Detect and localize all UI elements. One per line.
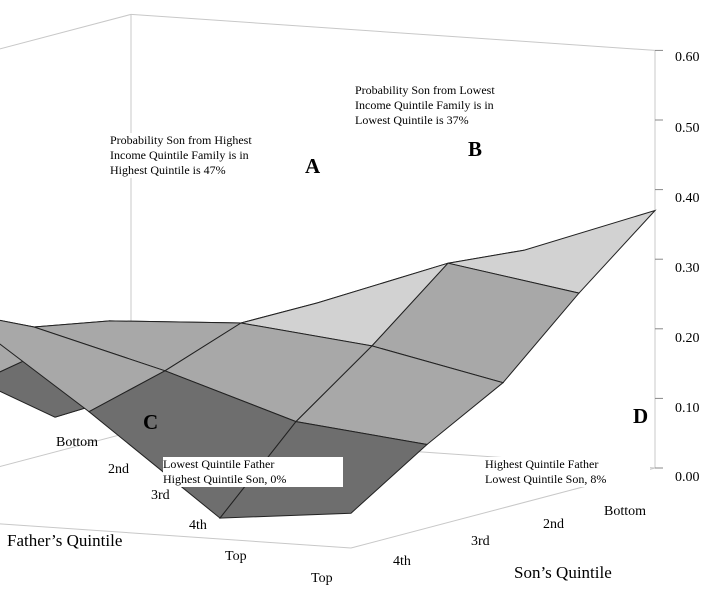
point-label-a: A xyxy=(305,154,321,178)
annotation-b-line: Lowest Quintile is 37% xyxy=(355,113,469,127)
annotation-a: Probability Son from Highest Income Quin… xyxy=(110,133,300,178)
annotation-d: Highest Quintile Father Lowest Quintile … xyxy=(485,457,650,487)
father-tick-label: 4th xyxy=(189,518,207,533)
son-tick-label: Top xyxy=(311,571,333,586)
annotation-a-line: Income Quintile Family is in xyxy=(110,148,249,162)
point-label-d: D xyxy=(633,404,649,428)
father-axis-line xyxy=(0,523,352,549)
z-tick-label: 0.10 xyxy=(675,401,700,416)
z-tick-label: 0.30 xyxy=(675,261,700,276)
annotation-b: Probability Son from Lowest Income Quint… xyxy=(355,83,540,128)
z-tick-label: 0.40 xyxy=(675,191,700,206)
father-tick-label: 2nd xyxy=(108,462,129,477)
father-tick-label: 3rd xyxy=(151,488,170,503)
son-tick-label: 3rd xyxy=(471,534,490,549)
back-wall-edge xyxy=(0,13,132,50)
floor-edge xyxy=(0,431,132,467)
back-wall-edge xyxy=(130,13,656,51)
z-tick-label: 0.00 xyxy=(675,470,700,485)
father-axis-label: Father’s Quintile xyxy=(7,531,123,550)
son-tick-label: Bottom xyxy=(604,504,647,519)
son-tick-label: 4th xyxy=(393,554,411,569)
point-label-b: B xyxy=(468,137,483,161)
father-tick-label: Top xyxy=(225,549,247,564)
annotation-b-line: Probability Son from Lowest xyxy=(355,83,495,97)
father-tick-label: Bottom xyxy=(56,435,99,450)
z-tick-label: 0.20 xyxy=(675,331,700,346)
annotation-c: Lowest Quintile Father Highest Quintile … xyxy=(163,457,343,487)
z-tick-label: 0.60 xyxy=(675,50,700,65)
annotation-c-line: Lowest Quintile Father xyxy=(163,457,275,471)
annotation-c-line: Highest Quintile Son, 0% xyxy=(163,472,287,486)
point-label-c: C xyxy=(143,410,159,434)
son-tick-label: 2nd xyxy=(543,517,564,532)
surface-cell xyxy=(0,319,35,328)
annotation-d-line: Lowest Quintile Son, 8% xyxy=(485,472,607,486)
son-axis-label: Son’s Quintile xyxy=(514,563,612,582)
z-tick-label: 0.50 xyxy=(675,121,700,136)
annotation-d-line: Highest Quintile Father xyxy=(485,457,599,471)
annotation-b-line: Income Quintile Family is in xyxy=(355,98,494,112)
annotation-a-line: Highest Quintile is 47% xyxy=(110,163,226,177)
annotation-a-line: Probability Son from Highest xyxy=(110,133,252,147)
